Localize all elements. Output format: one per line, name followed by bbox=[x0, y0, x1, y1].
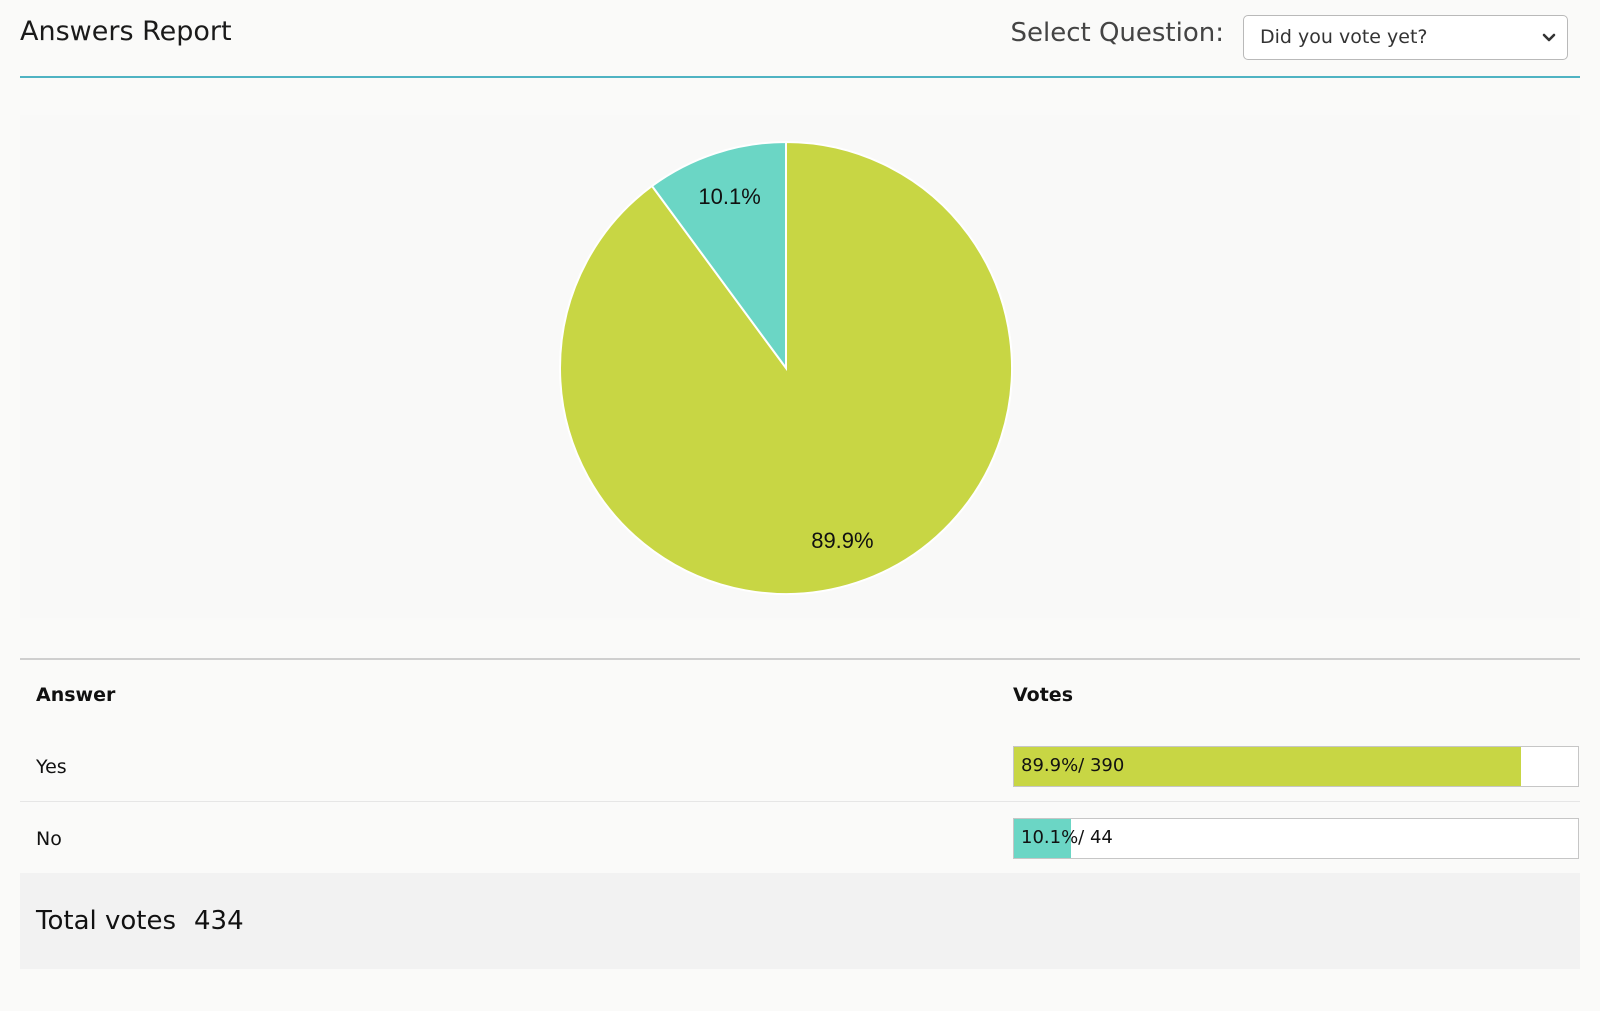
question-select[interactable]: Did you vote yet? bbox=[1243, 15, 1568, 60]
votes-bar-text: 89.9%/ 390 bbox=[1021, 755, 1125, 776]
votes-bar-text: 10.1%/ 44 bbox=[1021, 827, 1113, 848]
votes-bar: 89.9%/ 390 bbox=[1013, 746, 1579, 787]
select-question-label: Select Question: bbox=[1010, 18, 1224, 48]
total-votes-value: 434 bbox=[194, 906, 244, 936]
total-votes-panel: Total votes 434 bbox=[20, 873, 1580, 969]
answers-table: Answer Votes Yes 89.9%/ 390 No 10.1%/ 44 bbox=[20, 658, 1580, 873]
table-header: Answer Votes bbox=[20, 660, 1580, 730]
votes-bar: 10.1%/ 44 bbox=[1013, 818, 1579, 859]
pie-slice-label: 10.1% bbox=[698, 184, 760, 209]
chevron-down-icon bbox=[1541, 30, 1557, 46]
report-header: Answers Report Select Question: Did you … bbox=[20, 0, 1580, 78]
page-title: Answers Report bbox=[20, 16, 232, 47]
selected-question-value: Did you vote yet? bbox=[1260, 26, 1428, 48]
votes-column-header: Votes bbox=[1013, 684, 1073, 706]
pie-slice-label: 89.9% bbox=[811, 528, 873, 553]
votes-bar-fill bbox=[1014, 747, 1522, 786]
total-votes-label: Total votes bbox=[36, 906, 177, 936]
table-row: Yes 89.9%/ 390 bbox=[20, 730, 1580, 802]
pie-slice-no bbox=[650, 140, 787, 372]
pie-chart: 89.9% 10.1% bbox=[559, 140, 1013, 595]
answer-cell: Yes bbox=[36, 756, 67, 778]
answer-column-header: Answer bbox=[36, 684, 116, 706]
votes-bar-fill bbox=[1014, 819, 1071, 858]
pie-chart-panel: 89.9% 10.1% bbox=[20, 115, 1580, 618]
table-row: No 10.1%/ 44 bbox=[20, 802, 1580, 873]
answer-cell: No bbox=[36, 828, 62, 850]
